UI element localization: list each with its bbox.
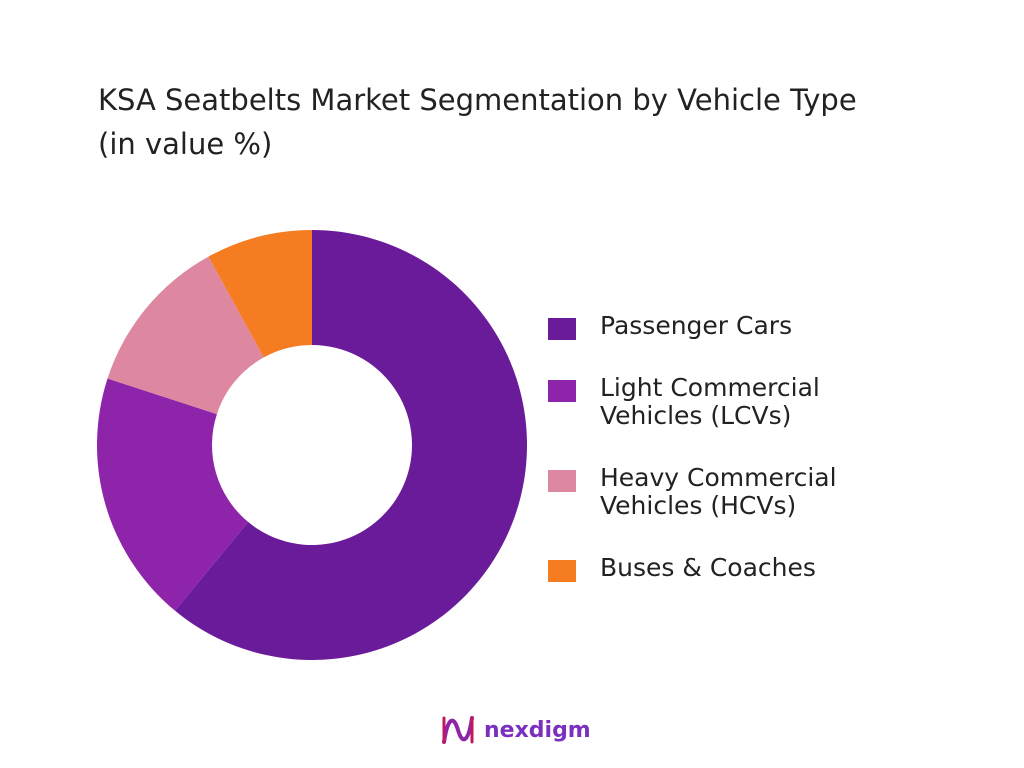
legend-label: Light Commercial	[600, 373, 820, 402]
legend-label-line2: Vehicles (HCVs)	[600, 491, 797, 520]
legend-swatch	[548, 560, 576, 582]
legend-item-passenger-cars: Passenger Cars	[548, 312, 837, 340]
donut-slice-passenger-cars	[174, 230, 528, 660]
title-line-1: KSA Seatbelts Market Segmentation by Veh…	[98, 83, 857, 117]
legend-label: Passenger Cars	[600, 311, 793, 340]
title-line-2: (in value %)	[98, 127, 273, 161]
logo-icon	[442, 716, 474, 744]
legend-label: Heavy Commercial	[600, 463, 837, 492]
chart-title: KSA Seatbelts Market Segmentation by Veh…	[98, 78, 857, 166]
donut-slice-buses-coaches	[208, 230, 312, 358]
legend-swatch	[548, 318, 576, 340]
logo-text: nexdigm	[484, 717, 591, 743]
legend-item-buses: Buses & Coaches	[548, 554, 837, 582]
legend-item-lcvs: Light Commercial Vehicles (LCVs)	[548, 374, 837, 430]
legend-swatch	[548, 470, 576, 492]
legend-label-line2: Vehicles (LCVs)	[600, 401, 792, 430]
legend-item-hcvs: Heavy Commercial Vehicles (HCVs)	[548, 464, 837, 520]
donut-slice-heavy-commercial-vehicles-hcvs	[107, 256, 264, 415]
donut-slice-light-commercial-vehicles-lcvs	[97, 378, 249, 611]
legend-label: Buses & Coaches	[600, 553, 816, 582]
nexdigm-logo: nexdigm	[440, 712, 591, 748]
legend-swatch	[548, 380, 576, 402]
legend: Passenger Cars Light Commercial Vehicles…	[548, 312, 837, 616]
